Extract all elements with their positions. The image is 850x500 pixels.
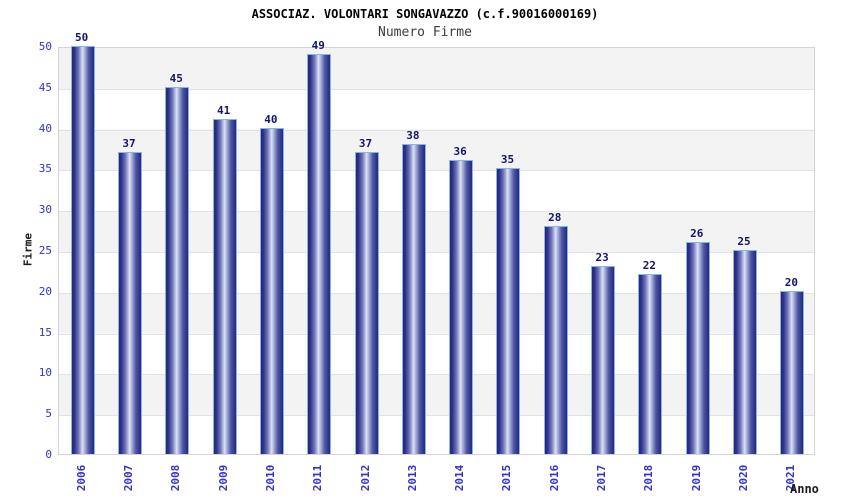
bar-2017 <box>591 266 616 454</box>
bar-2015 <box>496 168 521 454</box>
x-tick-label-2007: 2007 <box>121 464 135 492</box>
gridline <box>59 333 814 335</box>
bar-value-label: 28 <box>548 211 562 224</box>
y-tick-label: 20 <box>38 284 52 298</box>
bar-2021 <box>780 291 805 454</box>
x-tick-label-2013: 2013 <box>405 464 419 492</box>
plot-area <box>58 46 815 455</box>
bar-value-label: 38 <box>406 129 420 142</box>
bar-value-label: 20 <box>784 276 798 289</box>
bar-value-label: 40 <box>264 113 278 126</box>
y-tick-label: 40 <box>38 121 52 135</box>
bar-2009 <box>212 119 237 454</box>
y-tick-label: 0 <box>45 448 52 461</box>
bar-2012 <box>354 152 379 454</box>
x-tick-label-2019: 2019 <box>689 464 703 492</box>
x-tick-label-2012: 2012 <box>358 464 372 492</box>
bar-2019 <box>685 242 710 454</box>
x-axis-title: Anno <box>790 482 819 496</box>
x-tick-label-2006: 2006 <box>74 464 88 492</box>
bar-2013 <box>401 144 426 454</box>
chart-title: ASSOCIAZ. VOLONTARI SONGAVAZZO (c.f.9001… <box>251 7 599 21</box>
gridline <box>59 211 814 213</box>
gridline <box>59 415 814 417</box>
bar-value-label: 23 <box>595 251 609 264</box>
bar-value-label: 35 <box>500 153 515 166</box>
bar-2008 <box>165 87 190 454</box>
gridline <box>59 129 814 131</box>
bar-value-label: 41 <box>216 104 231 117</box>
gridline <box>59 252 814 253</box>
bar-2006 <box>70 46 95 454</box>
bar-value-label: 37 <box>358 137 373 150</box>
bar-value-label: 22 <box>642 259 657 272</box>
x-tick-label-2016: 2016 <box>547 464 561 492</box>
y-tick-label: 5 <box>45 407 52 421</box>
bar-2016 <box>543 226 568 454</box>
bar-2007 <box>117 152 142 454</box>
y-tick-label: 30 <box>38 203 52 217</box>
bar-2014 <box>449 160 474 454</box>
bar-2020 <box>733 250 758 454</box>
y-tick-label: 10 <box>38 366 52 380</box>
gridline <box>59 88 814 90</box>
x-tick-label-2020: 2020 <box>737 464 751 492</box>
x-tick-label-2014: 2014 <box>453 464 467 492</box>
y-tick-label: 45 <box>38 80 52 94</box>
x-tick-label-2018: 2018 <box>642 464 656 492</box>
x-tick-label-2011: 2011 <box>311 464 325 492</box>
bar-value-label: 26 <box>690 227 704 240</box>
gridline <box>59 292 814 294</box>
gridline <box>59 374 814 376</box>
y-tick-label: 35 <box>38 162 52 176</box>
y-tick-label: 25 <box>38 244 52 257</box>
x-tick-label-2017: 2017 <box>595 464 609 492</box>
bar-2011 <box>307 54 332 454</box>
y-tick-label: 50 <box>38 40 52 53</box>
y-tick-label: 15 <box>38 325 52 339</box>
bar-value-label: 50 <box>75 31 89 44</box>
bar-value-label: 45 <box>169 72 183 85</box>
x-tick-label-2008: 2008 <box>169 464 183 492</box>
x-tick-label-2009: 2009 <box>216 464 230 492</box>
x-tick-label-2010: 2010 <box>263 464 277 492</box>
bar-value-label: 36 <box>453 145 467 158</box>
bar-value-label: 37 <box>122 137 136 150</box>
bar-value-label: 25 <box>737 235 751 248</box>
bar-2018 <box>638 274 663 454</box>
gridline <box>59 170 814 172</box>
chart-subtitle: Numero Firme <box>378 25 472 40</box>
bar-2010 <box>259 128 284 454</box>
bar-value-label: 49 <box>311 39 325 52</box>
x-tick-label-2015: 2015 <box>500 464 514 492</box>
